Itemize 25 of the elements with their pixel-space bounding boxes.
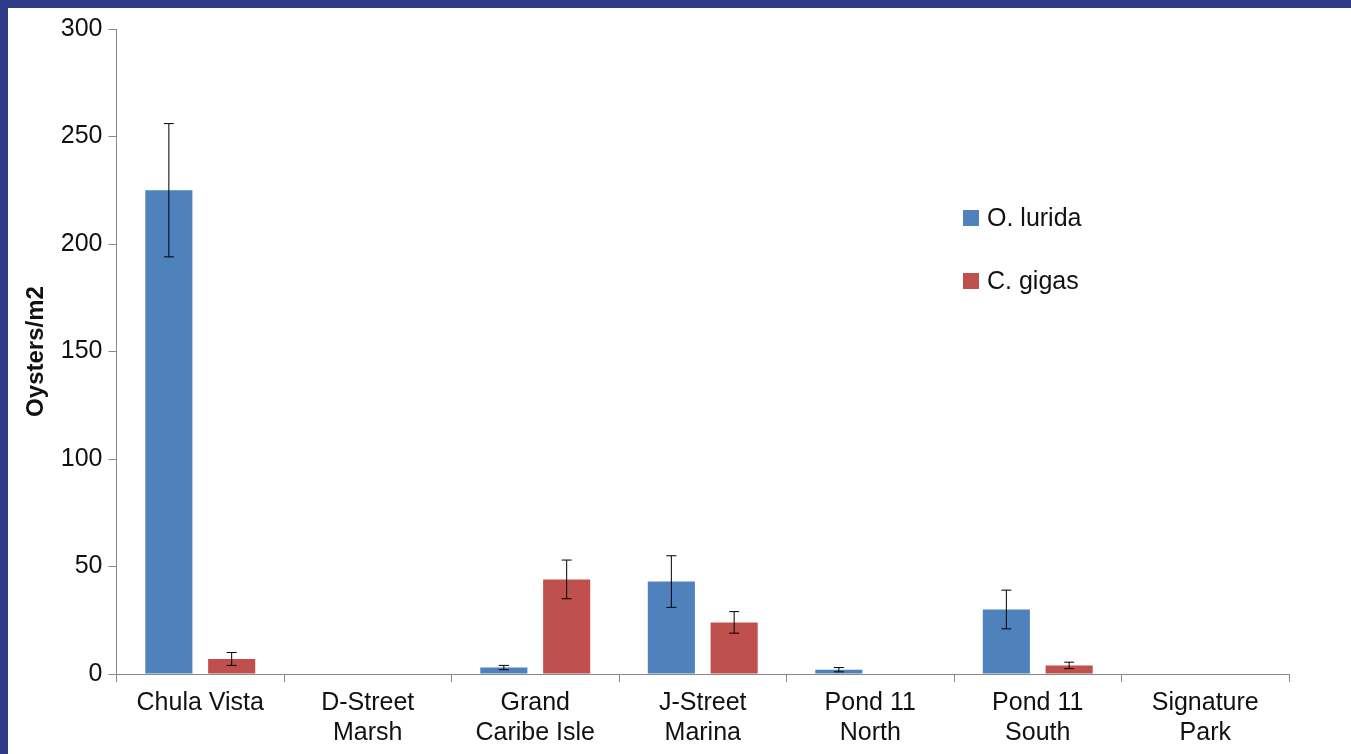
x-tick-label: J-Street Marina <box>658 686 747 745</box>
legend-label: O. lurida <box>987 203 1082 232</box>
bar <box>982 609 1030 674</box>
x-tick-label: Grand Caribe Isle <box>475 686 596 745</box>
bar <box>647 581 695 674</box>
bar <box>543 579 591 674</box>
x-tick-label: D-Street Marsh <box>321 686 415 745</box>
y-tick-label: 250 <box>60 120 103 149</box>
y-axis-title: Oysters/m2 <box>21 286 49 417</box>
bar <box>710 622 758 674</box>
y-tick-label: 0 <box>88 657 103 686</box>
bar <box>480 667 528 674</box>
y-tick-label: 300 <box>60 12 103 41</box>
y-tick-label: 200 <box>60 227 103 256</box>
x-tick-label: Signature Park <box>1151 686 1259 745</box>
y-tick-label: 100 <box>60 442 103 471</box>
x-tick-label: Chula Vista <box>136 686 265 715</box>
y-tick-label: 150 <box>60 335 103 364</box>
bar <box>208 658 256 674</box>
x-tick-label: Pond 11 North <box>824 686 916 745</box>
x-tick-label: Pond 11 South <box>992 686 1084 745</box>
bar <box>1045 665 1093 674</box>
y-tick-label: 50 <box>74 550 103 579</box>
legend-label: C. gigas <box>987 266 1079 295</box>
bar <box>145 190 193 674</box>
